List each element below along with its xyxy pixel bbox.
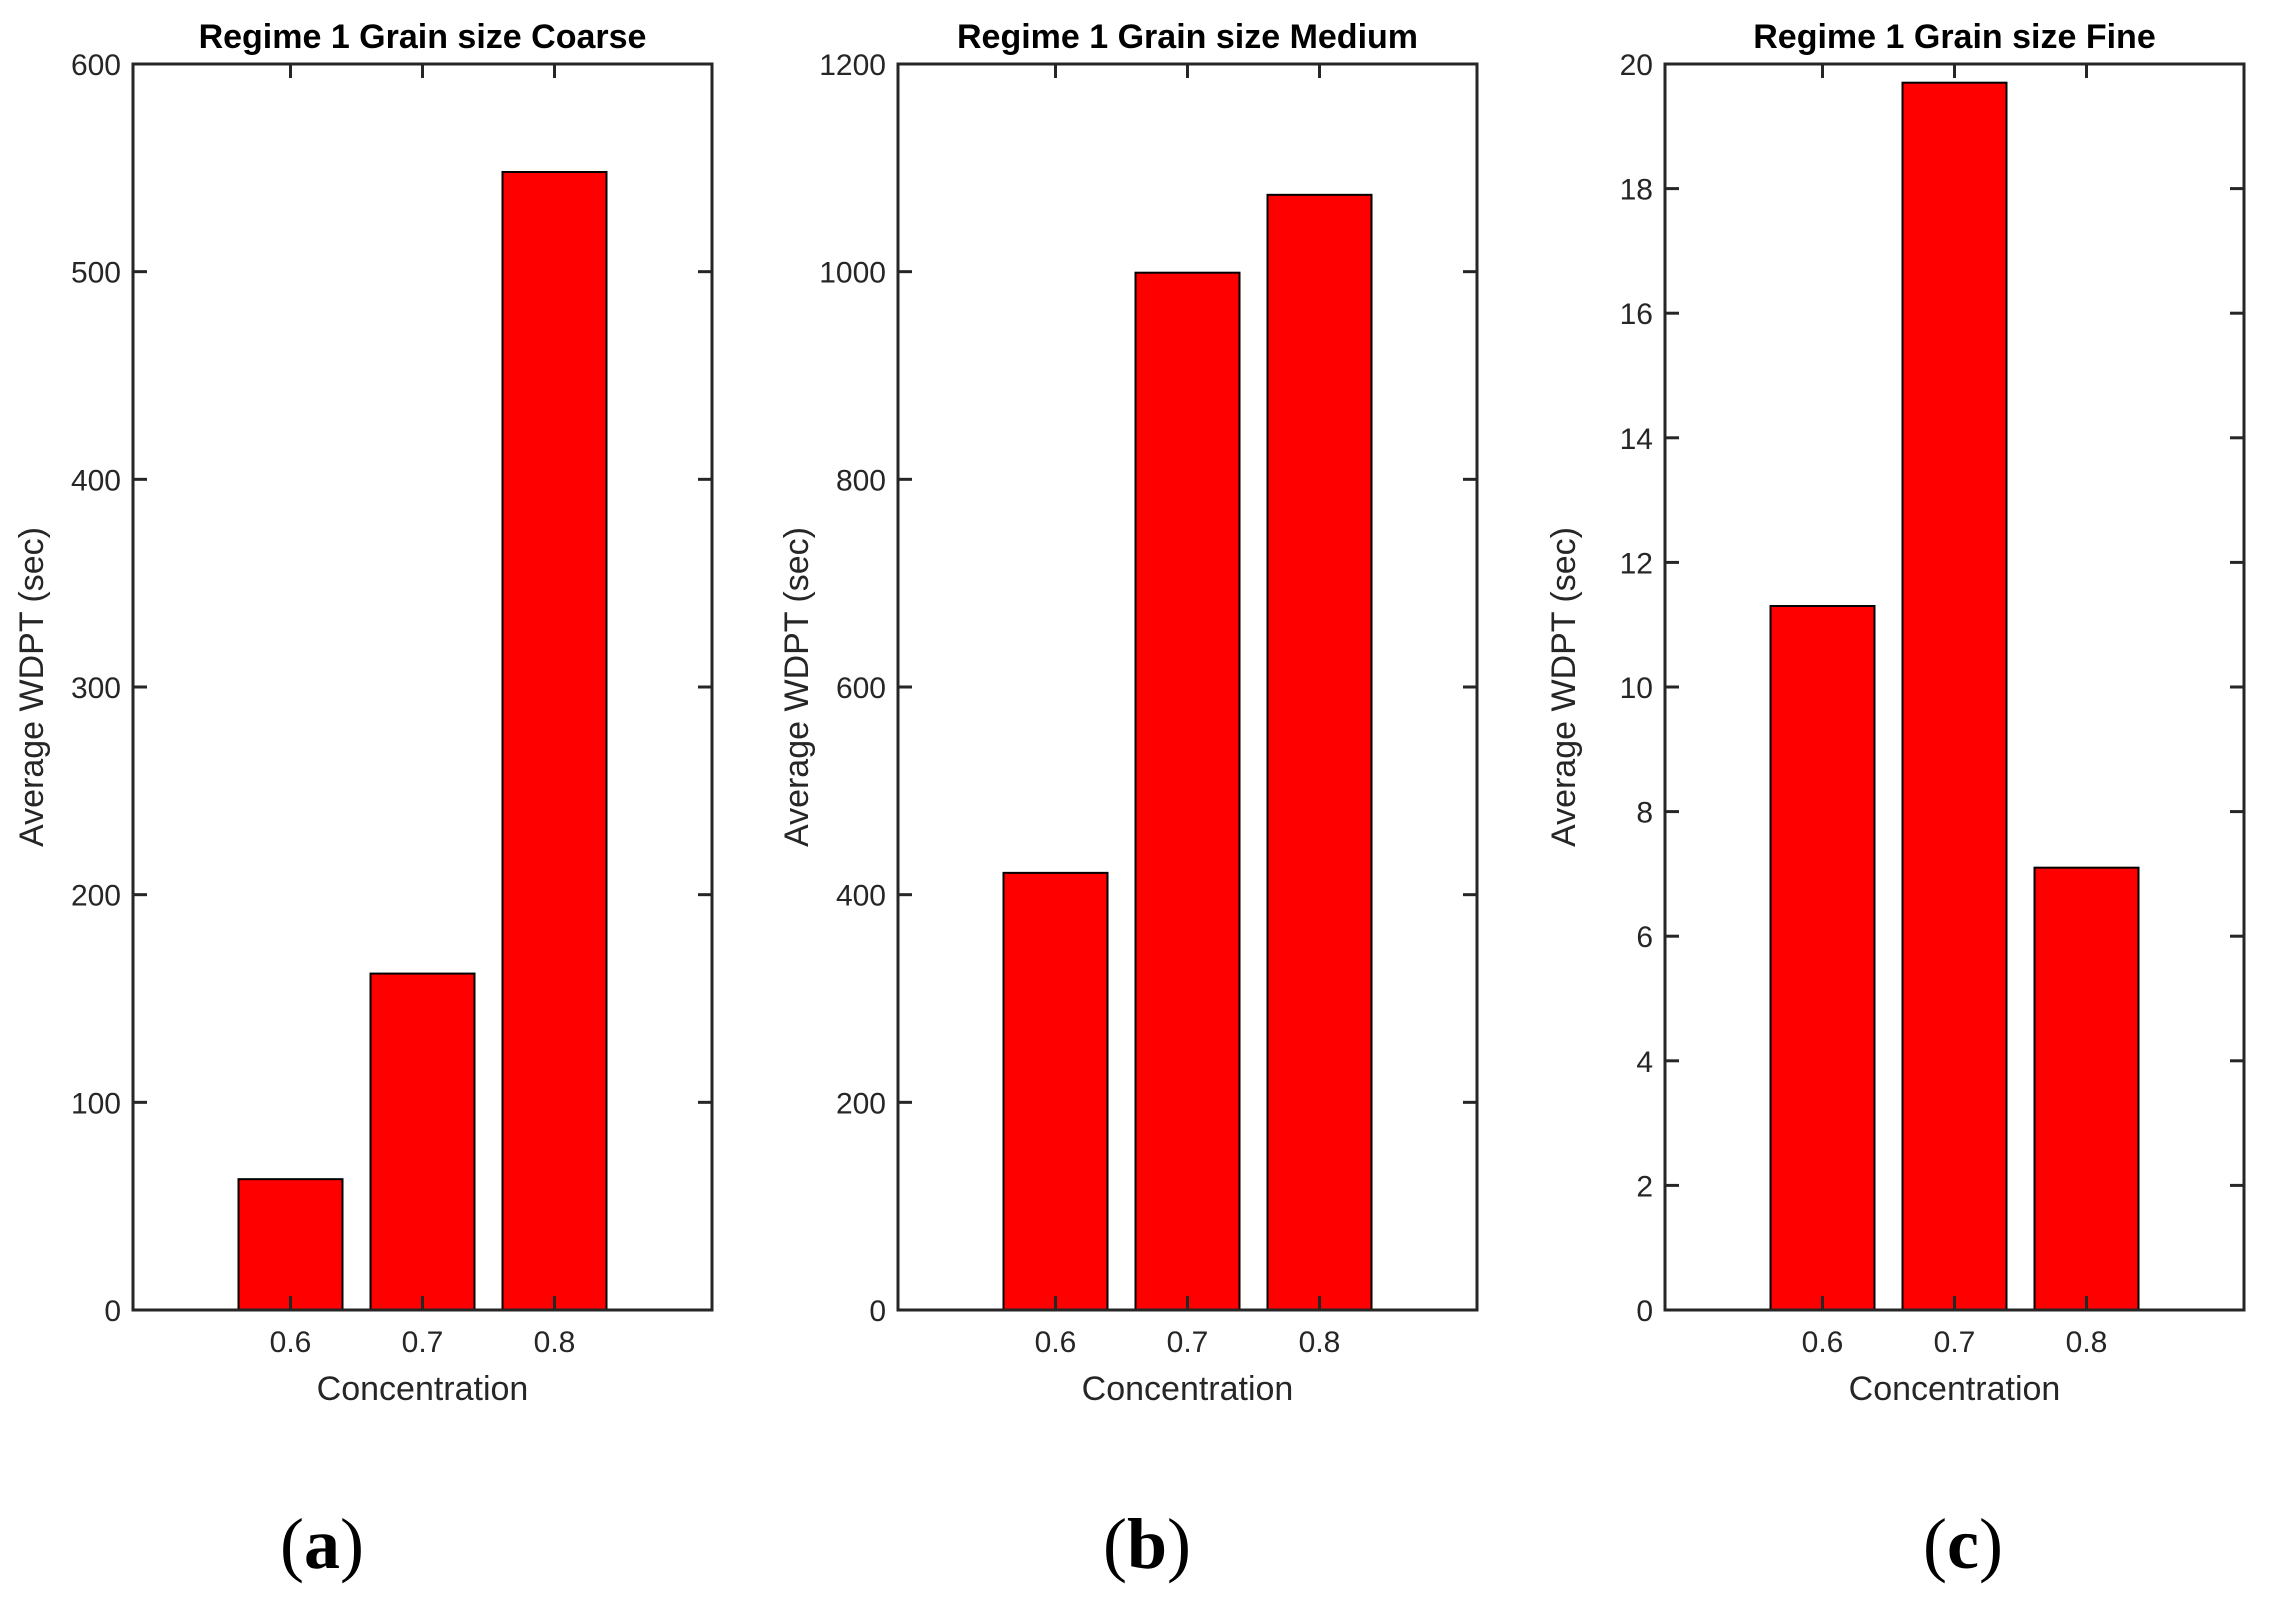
x-tick-label: 0.8 <box>2066 1326 2108 1359</box>
x-tick-label: 0.6 <box>1802 1326 1844 1359</box>
y-tick-label: 14 <box>1620 423 1653 456</box>
y-tick-label: 2 <box>1636 1170 1653 1203</box>
x-tick-label: 0.7 <box>402 1326 444 1359</box>
y-tick-label: 0 <box>1636 1295 1653 1328</box>
caption-close-paren: ) <box>1979 1504 2003 1584</box>
chart-panel-1: Regime 1 Grain size Coarse 0.6 0.7 0.8 0 100 2… <box>13 18 714 1584</box>
axes-box <box>131 62 714 1312</box>
x-axis-label: Concentration <box>1849 1370 2061 1408</box>
y-tick-label: 18 <box>1620 174 1653 207</box>
x-tick-label: 0.6 <box>270 1326 312 1359</box>
chart-title: Regime 1 Grain size Medium <box>957 18 1418 56</box>
caption-close-paren: ) <box>340 1504 364 1584</box>
y-tick-label: 500 <box>71 257 121 290</box>
caption-open-paren: ( <box>280 1504 304 1584</box>
y-tick-label: 0 <box>104 1295 121 1328</box>
caption-letter: a <box>304 1504 340 1584</box>
y-tick-label: 600 <box>836 672 886 705</box>
caption-letter: c <box>1947 1504 1979 1584</box>
x-tick-label: 0.7 <box>1167 1326 1209 1359</box>
panel-caption: (c) <box>1923 1504 2003 1584</box>
y-tick-label: 400 <box>836 880 886 913</box>
x-tick-label: 0.8 <box>534 1326 576 1359</box>
chart-title: Regime 1 Grain size Fine <box>1753 18 2155 56</box>
bar-0.6 <box>1002 871 1109 1312</box>
y-axis-label: Average WDPT (sec) <box>778 527 816 847</box>
bar-0.6 <box>237 1178 344 1312</box>
x-axis-label: Concentration <box>317 1370 529 1408</box>
chart-title: Regime 1 Grain size Coarse <box>199 18 647 56</box>
y-tick-label: 20 <box>1620 49 1653 82</box>
chart-panel-3: Regime 1 Grain size Fine 0.6 0.7 0.8 0 2 4 6 8 10… <box>1545 18 2246 1584</box>
x-tick-label: 0.8 <box>1299 1326 1341 1359</box>
y-tick-label: 600 <box>71 49 121 82</box>
caption-open-paren: ( <box>1923 1504 1947 1584</box>
caption-letter: b <box>1127 1504 1167 1584</box>
y-tick-label: 0 <box>869 1295 886 1328</box>
y-axis-label: Average WDPT (sec) <box>1545 527 1583 847</box>
caption-open-paren: ( <box>1103 1504 1127 1584</box>
panel-caption: (a) <box>280 1504 364 1584</box>
y-tick-label: 800 <box>836 464 886 497</box>
panel-caption: (b) <box>1103 1504 1191 1584</box>
bar-0.6 <box>1769 605 1876 1311</box>
x-tick-label: 0.6 <box>1035 1326 1077 1359</box>
y-tick-label: 16 <box>1620 298 1653 331</box>
bar-0.8 <box>501 170 608 1311</box>
y-axis-label: Average WDPT (sec) <box>13 527 51 847</box>
y-tick-label: 1200 <box>819 49 886 82</box>
y-tick-label: 200 <box>71 880 121 913</box>
y-tick-label: 400 <box>71 464 121 497</box>
bar-0.8 <box>2033 866 2140 1311</box>
bar-0.7 <box>1134 271 1241 1312</box>
axes-box <box>1663 62 2246 1312</box>
x-tick-label: 0.7 <box>1934 1326 1976 1359</box>
y-tick-label: 10 <box>1620 672 1653 705</box>
y-tick-label: 6 <box>1636 921 1653 954</box>
y-tick-label: 1000 <box>819 257 886 290</box>
y-tick-label: 100 <box>71 1087 121 1120</box>
y-tick-label: 12 <box>1620 547 1653 580</box>
axes-box <box>896 62 1479 1312</box>
y-tick-label: 200 <box>836 1087 886 1120</box>
bar-0.7 <box>369 972 476 1312</box>
y-tick-label: 4 <box>1636 1046 1653 1079</box>
chart-panel-2: Regime 1 Grain size Medium 0.6 0.7 0.8 0 200 4… <box>778 18 1479 1584</box>
y-tick-label: 8 <box>1636 797 1653 830</box>
bar-0.7 <box>1901 81 2008 1312</box>
caption-close-paren: ) <box>1167 1504 1191 1584</box>
y-tick-label: 300 <box>71 672 121 705</box>
bar-0.8 <box>1266 193 1373 1312</box>
x-axis-label: Concentration <box>1082 1370 1294 1408</box>
